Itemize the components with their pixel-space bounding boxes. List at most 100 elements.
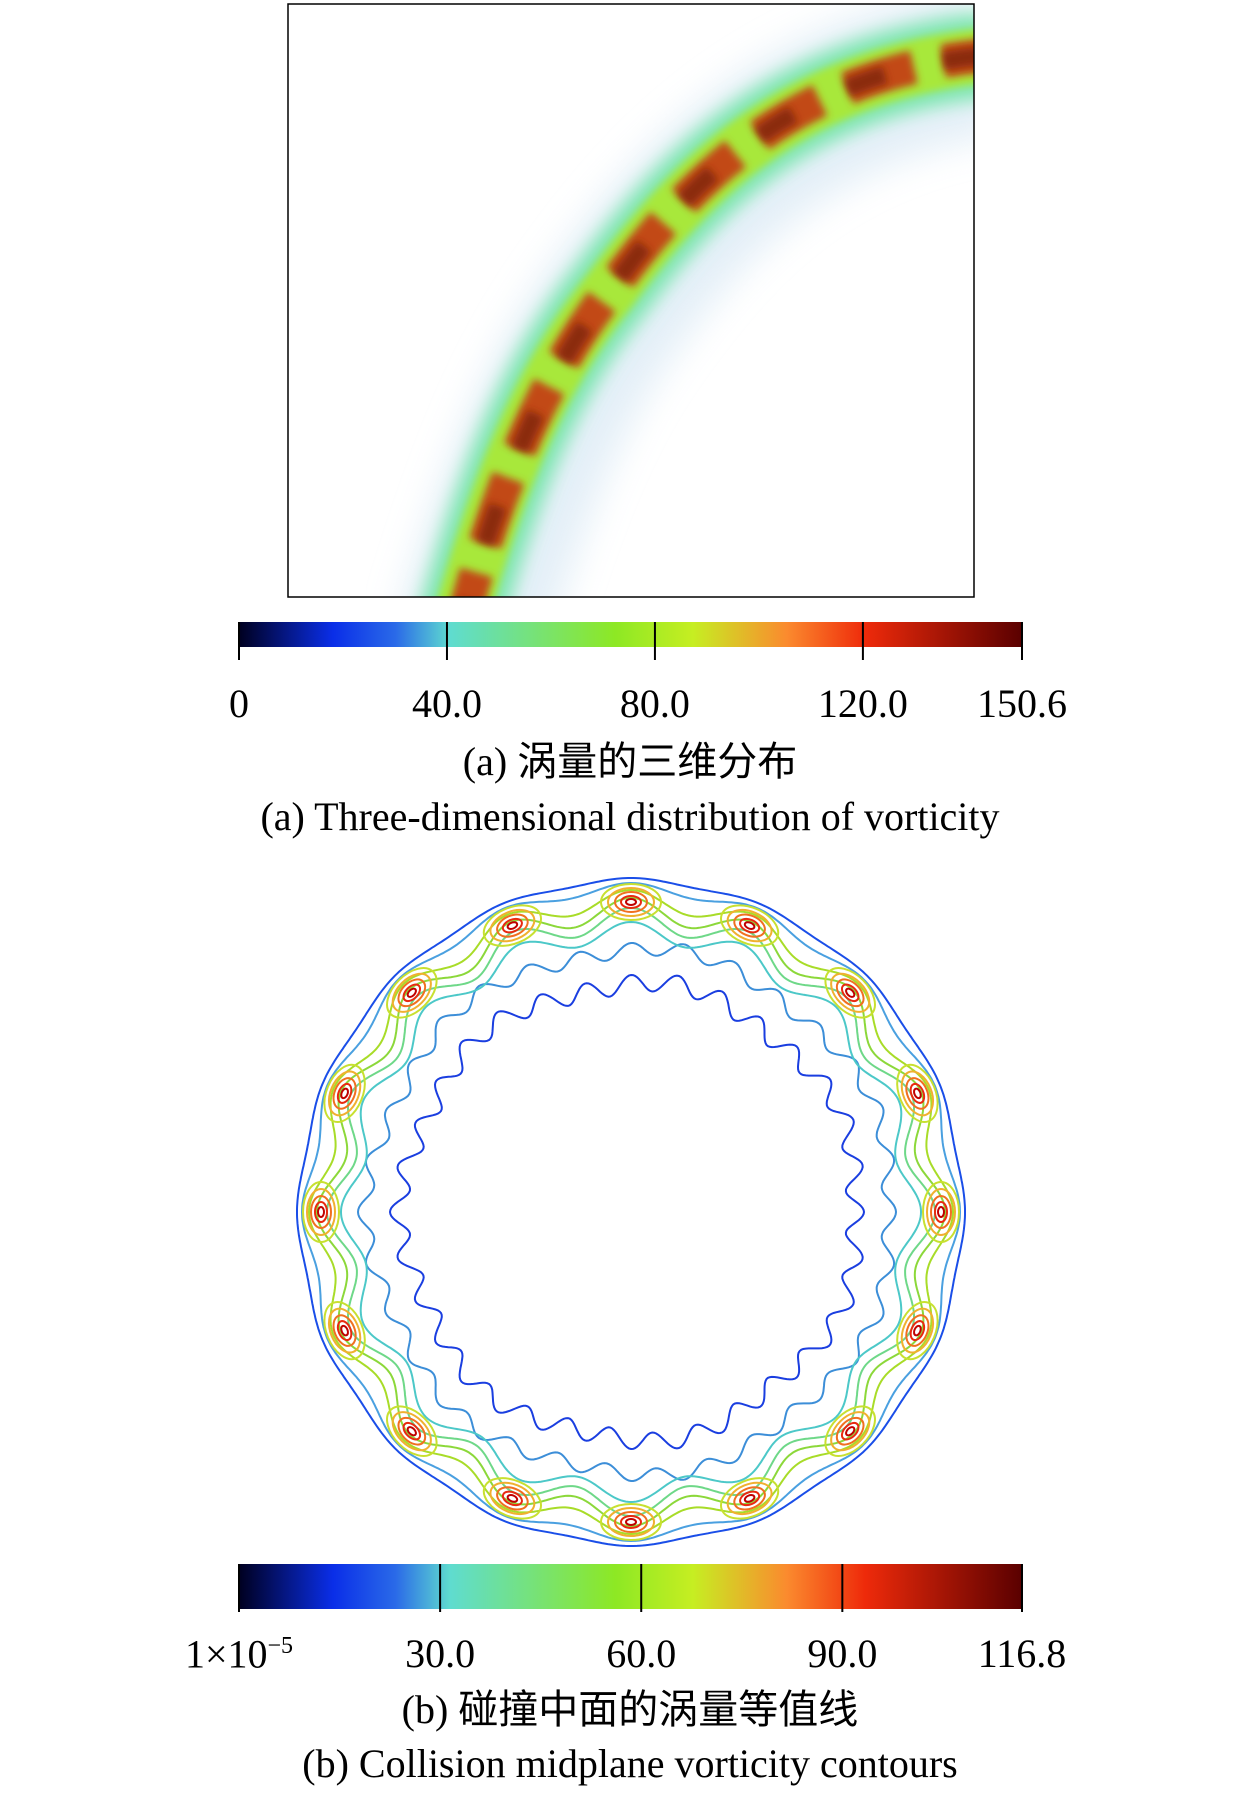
tick-mantissa: 1×10 <box>184 1631 268 1677</box>
vorticity-peak-contour <box>926 1188 956 1236</box>
vorticity-peak-contour <box>323 1301 366 1361</box>
vorticity-peak-contour <box>332 1314 357 1347</box>
vorticity-peak-contour <box>397 978 427 1008</box>
contour-line <box>300 881 962 1543</box>
vorticity-peak-contour <box>625 1518 637 1526</box>
vorticity-peak-contour <box>900 1070 935 1117</box>
vorticity-peak-contour <box>614 891 648 913</box>
colorbar-a-ticks <box>238 622 1023 660</box>
vorticity-peak-contour <box>937 1206 945 1218</box>
vorticity-peak-contour <box>896 1301 939 1361</box>
vorticity-peak-contour <box>625 898 637 906</box>
vorticity-peak-contour <box>620 1515 642 1529</box>
vorticity-3d-plot <box>404 4 974 597</box>
vorticity-peak-contour <box>607 887 655 917</box>
plot-frame-a <box>287 3 975 598</box>
vorticity-peak-contour <box>506 1494 519 1503</box>
vorticity-peak-contour <box>900 1307 935 1354</box>
vorticity-peak-contour <box>332 1077 357 1110</box>
vorticity-peak-contour <box>336 1320 353 1342</box>
vorticity-peak-contour <box>905 1077 930 1110</box>
contour-line <box>315 896 947 1528</box>
vorticity-peak-contour <box>743 921 756 930</box>
vorticity-peak-contour <box>830 1411 871 1452</box>
tick-exponent: −5 <box>267 1633 294 1659</box>
vorticity-peak-contour <box>824 1405 876 1457</box>
caption-a-en: (a) Three-dimensional distribution of vo… <box>260 794 1000 839</box>
vorticity-peak-contour <box>840 1421 860 1441</box>
vorticity-peak-contour <box>317 1206 325 1218</box>
vorticity-peak-contour <box>739 1490 761 1507</box>
vorticity-peak-contour <box>496 913 529 938</box>
colorbar-b-tick-label: 116.8 <box>977 1631 1067 1676</box>
vorticity-peak-contour <box>391 1411 432 1452</box>
vorticity-peak-contour <box>720 1477 780 1520</box>
vorticity-peak-contour <box>402 983 422 1003</box>
vorticity-peak-contour <box>733 1486 766 1511</box>
colorbar-a-tick-label: 40.0 <box>411 681 482 726</box>
vorticity-peak-contour <box>336 1082 353 1104</box>
colorbar-b-tick-label: 1×10−5 <box>185 1634 293 1674</box>
vorticity-peak-contour <box>830 972 871 1013</box>
vorticity-core <box>451 39 974 597</box>
vorticity-peak-contour <box>913 1087 922 1100</box>
colorbar-b-tick-label: 60.0 <box>606 1631 677 1676</box>
vorticity-peak-contour <box>327 1307 362 1354</box>
vorticity-peak-contour <box>726 1481 773 1516</box>
vorticity-peak-contour <box>386 1405 438 1457</box>
vorticity-peak-contour <box>386 967 438 1019</box>
colorbar-a-tick-label: 0 <box>229 681 249 726</box>
contour-line <box>356 942 898 1482</box>
vorticity-peak-contour <box>733 913 766 938</box>
colorbar-b-ticks <box>238 1564 1023 1612</box>
colorbar-a-tick-label: 150.6 <box>977 681 1067 726</box>
contour-line <box>388 973 866 1451</box>
vorticity-peak-contour <box>913 1324 922 1337</box>
vorticity-peak-contour <box>501 1490 523 1507</box>
vorticity-peak-contour <box>406 987 417 998</box>
vorticity-peak-contour <box>310 1195 332 1229</box>
vorticity-peak-contour <box>739 917 761 934</box>
vorticity-peak-contour <box>402 1421 422 1441</box>
vorticity-peak-contour <box>840 983 860 1003</box>
colorbar-a <box>239 622 1022 647</box>
vorticity-peak-contour <box>397 1416 427 1446</box>
vorticity-contour-plot <box>296 877 966 1547</box>
vorticity-peak-contour <box>607 1507 655 1537</box>
vorticity-peak-contour <box>905 1314 930 1347</box>
vorticity-peak-contour <box>922 1181 960 1243</box>
vorticity-peak-contour <box>340 1087 349 1100</box>
vorticity-peak-contour <box>909 1320 926 1342</box>
vorticity-peak-contour <box>323 1063 366 1123</box>
vorticity-peak-contour <box>835 978 865 1008</box>
vorticity-peak-contour <box>845 987 856 998</box>
colorbar-b-tick-label: 30.0 <box>405 1631 476 1676</box>
vorticity-peak-contour <box>302 1181 340 1243</box>
vorticity-peak-contour <box>909 1082 926 1104</box>
vorticity-peak-contour <box>824 967 876 1019</box>
vorticity-peak-contour <box>506 921 519 930</box>
vorticity-peak-contour <box>340 1324 349 1337</box>
vorticity-peak-contour <box>600 883 662 921</box>
vorticity-peak-contour <box>482 1477 542 1520</box>
colorbar-b-tick-label: 90.0 <box>807 1631 878 1676</box>
vorticity-peak-contour <box>314 1201 328 1223</box>
vorticity-peak-contour <box>496 1486 529 1511</box>
vorticity-peak-contour <box>482 904 542 947</box>
vorticity-peak-contour <box>620 895 642 909</box>
vorticity-peak-contour <box>930 1195 952 1229</box>
vorticity-peak-contour <box>934 1201 948 1223</box>
vorticity-peak-contour <box>306 1188 336 1236</box>
vorticity-peak-contour <box>489 1481 536 1516</box>
contour-line <box>296 877 966 1547</box>
caption-b-zh: (b) 碰撞中面的涡量等值线 <box>401 1687 859 1732</box>
vorticity-peak-contour <box>720 904 780 947</box>
vorticity-peak-contour <box>835 1416 865 1446</box>
colorbar-a-tick-label: 80.0 <box>619 681 690 726</box>
vorticity-peak-contour <box>327 1070 362 1117</box>
contour-line <box>307 888 955 1536</box>
vorticity-peak-contour <box>406 1426 417 1437</box>
vorticity-peak-contour <box>501 917 523 934</box>
caption-b-en: (b) Collision midplane vorticity contour… <box>302 1741 958 1786</box>
